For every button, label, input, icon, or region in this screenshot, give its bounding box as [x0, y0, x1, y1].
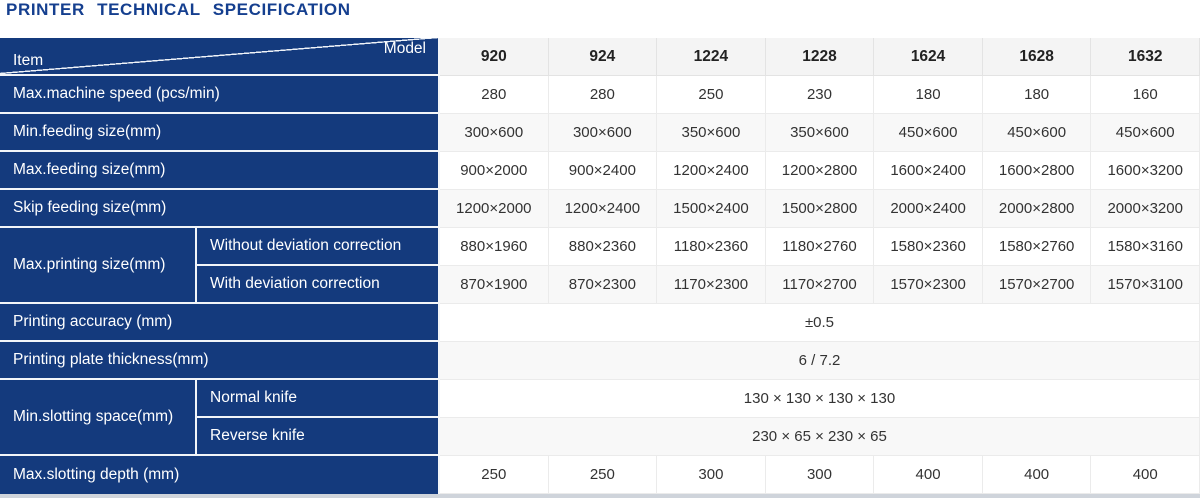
spec-cell: 880×2360	[548, 228, 658, 266]
spec-cell: 280	[440, 76, 549, 114]
spec-cell: 880×1960	[440, 228, 549, 266]
spec-cell: 870×2300	[548, 266, 658, 304]
model-column-header-1632: 1632	[1091, 38, 1200, 76]
model-column-header-1624: 1624	[874, 38, 983, 76]
spec-cell: 300	[657, 456, 766, 494]
spec-cell: 1200×2000	[440, 190, 549, 228]
spec-cell: 1600×3200	[1091, 152, 1200, 190]
spec-cell-span: ±0.5	[440, 304, 1200, 342]
spec-cell-span: 230 × 65 × 230 × 65	[440, 418, 1200, 456]
spec-cell: 230	[765, 76, 875, 114]
spec-cell: 1500×2800	[765, 190, 875, 228]
spec-cell: 450×600	[874, 114, 983, 152]
spec-cell: 870×1900	[440, 266, 549, 304]
spec-cell: 160	[1091, 76, 1200, 114]
row-sublabel-normal-knife: Normal knife	[197, 380, 440, 418]
spec-cell: 1170×2300	[657, 266, 766, 304]
model-column-header-1628: 1628	[982, 38, 1092, 76]
spec-cell: 1600×2400	[874, 152, 983, 190]
row-label-max-printing-size: Max.printing size(mm)	[0, 228, 197, 304]
spec-cell-span: 6 / 7.2	[440, 342, 1200, 380]
model-header-label: Model	[383, 40, 426, 57]
spec-cell: 1570×3100	[1091, 266, 1200, 304]
row-label-max-slotting-depth: Max.slotting depth (mm)	[0, 456, 440, 494]
spec-cell: 400	[1091, 456, 1200, 494]
row-label-printing-accuracy: Printing accuracy (mm)	[0, 304, 440, 342]
row-sublabel-with-deviation: With deviation correction	[197, 266, 440, 304]
page-title: PRINTER TECHNICAL SPECIFICATION	[6, 0, 351, 19]
model-column-header-920: 920	[440, 38, 549, 76]
spec-cell: 250	[440, 456, 549, 494]
spec-cell: 300×600	[440, 114, 549, 152]
spec-cell: 300	[765, 456, 875, 494]
spec-cell: 1570×2700	[982, 266, 1092, 304]
spec-cell: 1580×2760	[982, 228, 1092, 266]
spec-cell: 900×2000	[440, 152, 549, 190]
spec-cell: 1580×3160	[1091, 228, 1200, 266]
row-label-max-feeding-size: Max.feeding size(mm)	[0, 152, 440, 190]
spec-cell: 1600×2800	[982, 152, 1092, 190]
row-label-skip-feeding-size: Skip feeding size(mm)	[0, 190, 440, 228]
row-label-min-slotting-space: Min.slotting space(mm)	[0, 380, 197, 456]
spec-table: Model Item 920 924 1224 1228 1624 1628 1…	[0, 38, 1200, 498]
row-sublabel-without-deviation: Without deviation correction	[197, 228, 440, 266]
spec-cell-span: 130 × 130 × 130 × 130	[440, 380, 1200, 418]
spec-cell: 180	[874, 76, 983, 114]
corner-header-cell: Model Item	[0, 38, 440, 76]
spec-cell: 1170×2700	[765, 266, 875, 304]
spec-cell: 1500×2400	[657, 190, 766, 228]
spec-cell: 1200×2400	[548, 190, 658, 228]
spec-cell: 400	[874, 456, 983, 494]
spec-cell: 2000×2800	[982, 190, 1092, 228]
row-label-min-feeding-size: Min.feeding size(mm)	[0, 114, 440, 152]
spec-cell: 2000×3200	[1091, 190, 1200, 228]
spec-cell: 300×600	[548, 114, 658, 152]
spec-cell: 900×2400	[548, 152, 658, 190]
model-column-header-1228: 1228	[765, 38, 875, 76]
spec-cell: 350×600	[657, 114, 766, 152]
spec-cell: 450×600	[982, 114, 1092, 152]
row-label-plate-thickness: Printing plate thickness(mm)	[0, 342, 440, 380]
spec-cell: 1180×2360	[657, 228, 766, 266]
row-sublabel-reverse-knife: Reverse knife	[197, 418, 440, 456]
spec-cell: 180	[982, 76, 1092, 114]
spec-cell: 1200×2400	[657, 152, 766, 190]
spec-cell: 1580×2360	[874, 228, 983, 266]
spec-cell: 1570×2300	[874, 266, 983, 304]
spec-cell: 250	[548, 456, 658, 494]
spec-cell: 1180×2760	[765, 228, 875, 266]
spec-cell: 250	[657, 76, 766, 114]
spec-cell: 450×600	[1091, 114, 1200, 152]
spec-cell: 350×600	[765, 114, 875, 152]
spec-cell: 1200×2800	[765, 152, 875, 190]
spec-cell: 2000×2400	[874, 190, 983, 228]
spec-cell: 400	[982, 456, 1092, 494]
model-column-header-924: 924	[548, 38, 658, 76]
spec-cell: 280	[548, 76, 658, 114]
row-label-max-machine-speed: Max.machine speed (pcs/min)	[0, 76, 440, 114]
item-header-label: Item	[13, 52, 44, 69]
model-column-header-1224: 1224	[657, 38, 766, 76]
